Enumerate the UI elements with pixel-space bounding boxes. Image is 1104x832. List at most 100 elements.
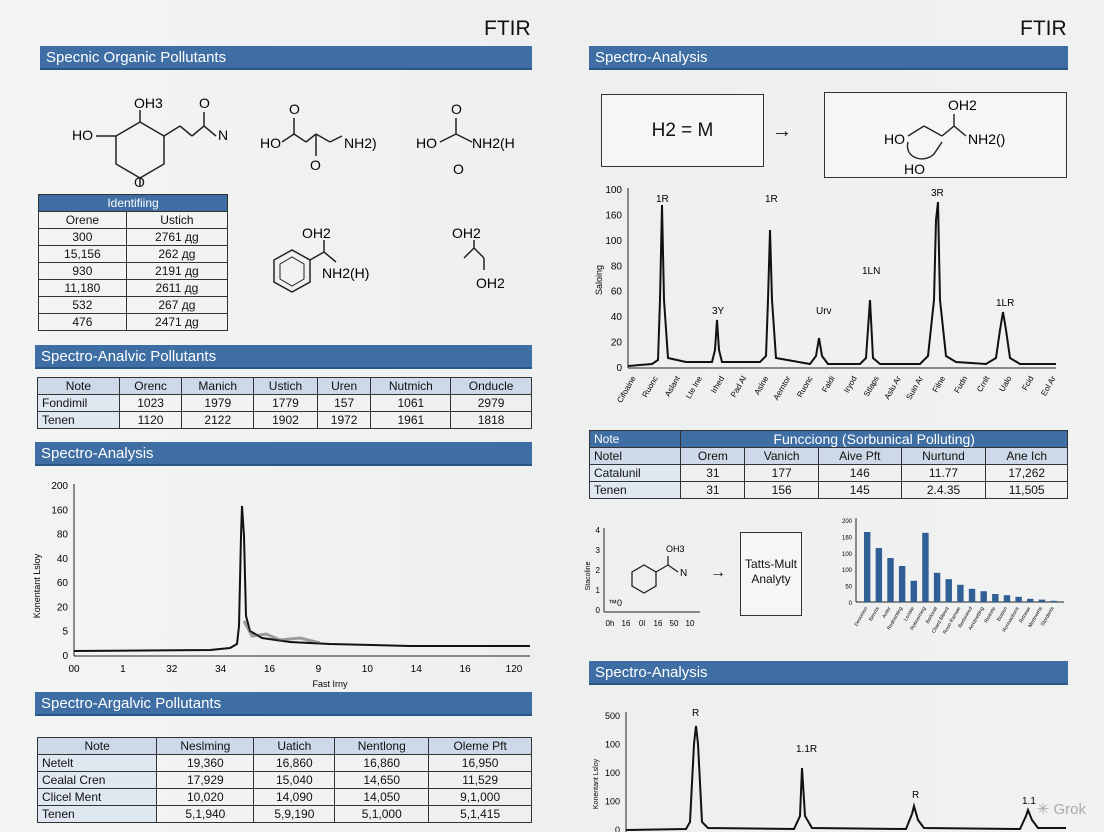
right-x-tick: Crnlt [975,374,992,394]
left-x-tick: 10 [362,664,374,675]
mini-x-tick: 10 [686,619,695,628]
mini-chart-annotation: ™0 [608,598,622,608]
bar-mark [1015,596,1022,602]
rt-header: Vanich [744,447,819,465]
product-label-oh2: OH2 [948,97,977,113]
mini-y-tick: 1 [596,586,601,595]
bar-mark [898,566,906,602]
left-y-tick: 60 [57,578,69,589]
table-cell: 157 [316,394,372,412]
peak-label: 1R [656,194,669,205]
mini-y-tick: 3 [596,546,601,555]
left-x-tick: 9 [316,664,322,675]
identifying-table-title: Identifiing [38,194,228,212]
mini-mol-label-oh3: OH3 [666,544,685,554]
table-row: Tenen 5,1,940 5,9,190 5,1,000 5,1,415 [36,805,532,823]
pollutants-table: Note Orenc Manich Ustich Uren Nutmich On… [37,377,532,429]
reaction-lhs: H2 = M [651,120,714,141]
table-cell: 5,1,415 [428,805,532,823]
mol1-label-n: N [218,127,228,143]
right-x-tick: Aslu Ar [883,374,904,401]
product-label-nh2: NH2() [968,131,1005,147]
table-cell: 146 [817,464,902,482]
table-cell: 476 [38,313,127,331]
right-y-tick: 100 [605,236,622,247]
table-cell: 10,020 [156,788,255,806]
right-chart-ylabel: Saloing [594,265,604,295]
table-cell: 5,1,000 [334,805,430,823]
right-x-tick: Aerntor [772,374,793,402]
table-cell: 1023 [118,394,183,412]
section-spectro-argalvic-pollutants: Spectro-Argalvic Pollutants [35,692,532,716]
identifying-table: Identifiing Orene Ustich 300 2761 дg 15,1… [38,194,229,331]
mol3-label-nh2h: NH2(H [472,135,515,151]
bar-mark [1050,600,1057,602]
bottom-chart-ylabel: Konentant Lsloy [593,758,600,809]
bar-y-tick: 50 [845,585,852,591]
mol1-label-o1: O [199,95,210,111]
right-x-tick: Stlaps [862,375,881,399]
right-x-tick: Aslne [753,374,771,396]
mini-y-tick: 2 [596,566,601,575]
bar-x-label: Riotnrte [983,606,997,624]
right-x-tick: Aslant [663,374,682,398]
table-cell: 1979 [181,394,255,412]
table-cell: 156 [744,481,819,499]
molecule-structure-5: OH2 OH2 [452,225,505,291]
table-cell: 2.4.35 [900,481,987,499]
table-cell: Clicel Ment [36,788,158,806]
table-row: Cealal Cren 17,929 15,040 14,650 11,529 [36,771,532,789]
rt-title-left: Note [588,430,682,448]
left-spectrum-line [73,505,530,652]
table-cell: 930 [38,262,127,280]
right-x-tick: Iryod [842,375,859,395]
mol4-label-oh2: OH2 [302,225,331,241]
peak-label: 1R [765,194,778,205]
table-row: Tenen 1120 2122 1902 1972 1961 1818 [37,411,532,429]
bar-mark [875,548,883,602]
mol2-label-ho: HO [260,135,281,151]
section-spectro-analysis-right-bottom: Spectro-Analysis [589,661,1068,685]
left-ftir-title: FTIR [484,17,531,40]
mol5-label-oh2-bottom: OH2 [476,275,505,291]
table2-header: Ustich [253,377,318,395]
functional-polluting-table: Note Funcciong (Sorbunical Polluting) No… [588,430,1068,499]
table-cell: Netelt [36,754,158,772]
table3-header: Nentlong [334,737,430,755]
section-specific-organic-pollutants: Specnic Organic Pollutants [40,46,532,70]
mini-y-tick: 0 [596,606,601,615]
table-cell: 2979 [450,394,532,412]
right-y-tick: 160 [605,210,622,221]
rt-header: Nurtund [900,447,987,465]
mol2-label-o2: O [310,157,321,173]
right-y-tick: 60 [611,287,623,298]
table-cell: 2471 дg [125,313,229,331]
bottom-peak-label: R [692,708,699,719]
table-cell: 16,860 [334,754,430,772]
left-x-tick: 16 [460,664,472,675]
grok-watermark-text: Grok [1053,801,1086,818]
left-y-tick: 5 [62,627,68,638]
left-y-tick: 80 [57,530,69,541]
right-x-tick: Cifoaine [615,374,638,404]
mol3-label-ho: HO [416,135,437,151]
table-cell: 1779 [253,394,318,412]
right-x-tick: Faldi [820,374,837,394]
table-cell: 11,529 [428,771,532,789]
table-row: Netelt 19,360 16,860 16,860 16,950 [36,754,532,772]
section-spectro-analysis-left: Spectro-Analysis [35,442,532,466]
bottom-spectrum-line [625,725,1066,831]
bar-x-label: Desonion [853,606,869,627]
bar-mark [945,579,952,602]
section-spectro-analvic-pollutants: Spectro-Analvic Pollutants [35,345,532,369]
table-row: 11,180 2611 дg [38,279,229,297]
bar-mark [910,580,917,602]
table-cell: 300 [38,228,127,246]
left-spectrum-noise [242,620,321,645]
analysis-box-line2: Analyty [751,572,791,586]
right-y-tick: 40 [611,312,623,323]
ident-header-orene: Orene [38,211,127,229]
table-cell: Catalunil [588,464,682,482]
table-row: 532 267 дg [38,296,229,314]
